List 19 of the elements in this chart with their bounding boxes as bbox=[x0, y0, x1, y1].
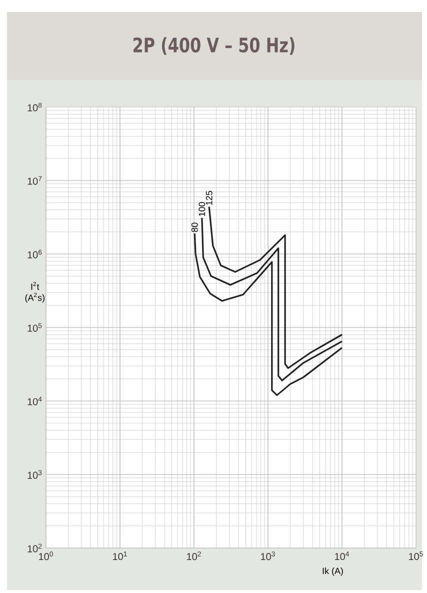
text: 100 bbox=[198, 202, 206, 216]
chart-title: 2P (400 V – 50 Hz) bbox=[134, 37, 294, 55]
x-tick-label: 10$^{0}$ bbox=[39, 552, 53, 560]
x-tick-label: 10$^{5}$ bbox=[409, 552, 423, 560]
x-axis-title: Ik (A) bbox=[322, 568, 343, 576]
y-tick-label: 10$^{4}$ bbox=[28, 396, 42, 406]
x-tick-label: 10$^{3}$ bbox=[261, 552, 275, 560]
y-tick-label: 10$^{3}$ bbox=[28, 470, 42, 479]
y-tick-label: 10$^{2}$ bbox=[28, 544, 42, 552]
text: 80 bbox=[191, 222, 198, 232]
y-tick-label: 10$^{7}$ bbox=[28, 176, 42, 185]
x-tick-label: 10$^{4}$ bbox=[335, 552, 350, 560]
y-axis-title: I$^{2}$t (A$^{2}$s) bbox=[25, 282, 44, 303]
y-tick-label: 10$^{6}$ bbox=[28, 250, 42, 258]
text: 125 bbox=[206, 190, 212, 205]
x-tick-label: 10$^{2}$ bbox=[187, 552, 201, 560]
x-tick-label: 10$^{1}$ bbox=[113, 552, 127, 560]
y-tick-label: 10$^{5}$ bbox=[28, 323, 42, 332]
y-tick-label: 10$^{8}$ bbox=[28, 102, 42, 112]
